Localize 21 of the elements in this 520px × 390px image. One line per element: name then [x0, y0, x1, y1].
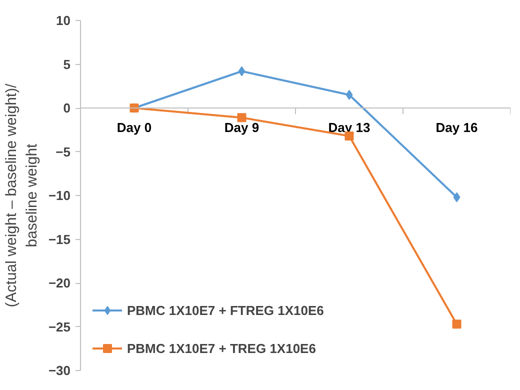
- x-tick-label: Day 0: [116, 120, 152, 135]
- point: [238, 66, 246, 76]
- point: [346, 90, 353, 100]
- y-axis-title: (Actual weight – baseline weight)/ baseline weight: [3, 82, 40, 308]
- y-tick-label: 5: [63, 56, 71, 72]
- legend-label: PBMC 1X10E7 + TREG 1X10E6: [127, 340, 316, 356]
- point: [344, 132, 354, 140]
- point: [452, 320, 462, 329]
- point: [237, 113, 246, 122]
- y-tick-label: −30: [48, 363, 71, 378]
- y-tick-label: −20: [48, 276, 71, 290]
- y-tick-label: −10: [48, 188, 71, 203]
- point: [453, 192, 460, 202]
- y-tick-label: 0: [63, 100, 71, 116]
- y-tick-label: −5: [56, 144, 71, 160]
- y-tick-label: −25: [48, 319, 71, 334]
- x-tick-label: Day 16: [436, 120, 478, 135]
- y-tick-label: −15: [48, 232, 71, 247]
- y-tick-label: 10: [56, 13, 71, 28]
- x-tick-label: Day 9: [224, 120, 260, 135]
- legend-label: PBMC 1X10E7 + FTREG 1X10E6: [127, 302, 324, 318]
